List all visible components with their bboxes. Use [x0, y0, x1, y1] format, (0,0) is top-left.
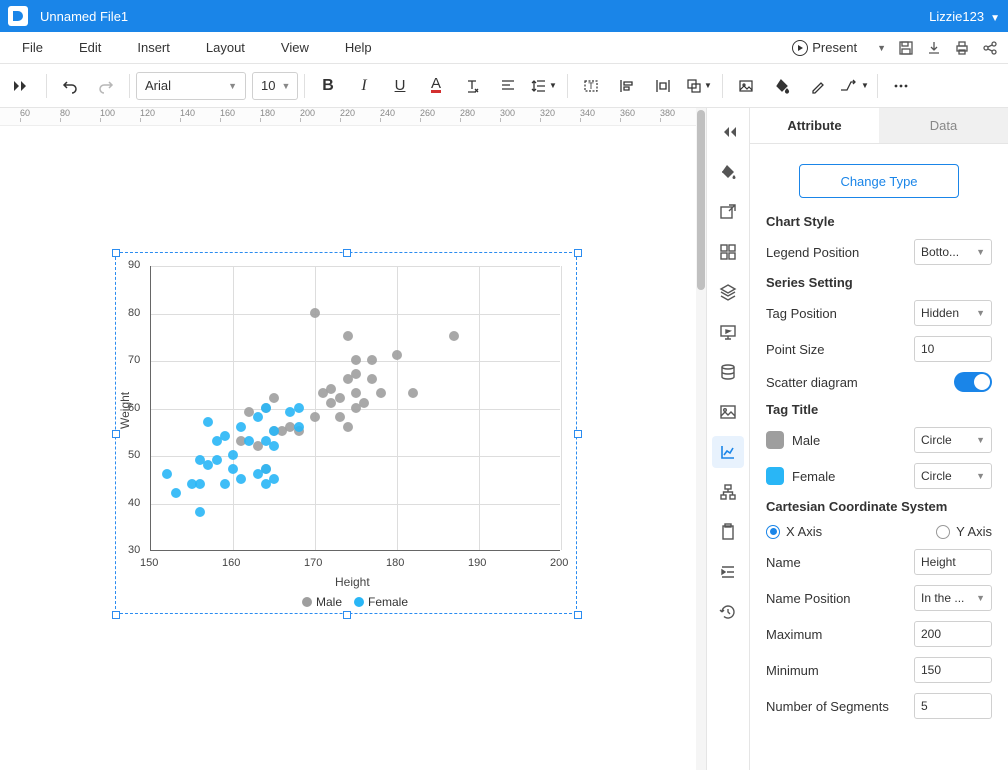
- menu-help[interactable]: Help: [327, 32, 390, 63]
- chart-legend: MaleFemale: [150, 595, 560, 609]
- yaxis-radio[interactable]: Y Axis: [936, 524, 992, 539]
- collapse-icon[interactable]: [712, 116, 744, 148]
- undo-button[interactable]: [53, 69, 87, 103]
- fontcolor-button[interactable]: A: [419, 69, 453, 103]
- ruler-horizontal: 6080100120140160180200220240260280300320…: [0, 108, 706, 126]
- present-dropdown[interactable]: ▼: [865, 43, 892, 53]
- change-type-button[interactable]: Change Type: [799, 164, 959, 198]
- menubar: File Edit Insert Layout View Help Presen…: [0, 32, 1008, 64]
- fontsize-select[interactable]: 10▼: [252, 72, 298, 100]
- scatter-label: Scatter diagram: [766, 375, 954, 390]
- seg-input[interactable]: 5: [914, 693, 992, 719]
- menu-layout[interactable]: Layout: [188, 32, 263, 63]
- lineheight-button[interactable]: ▼: [527, 69, 561, 103]
- side-panel: Attribute Data Change Type Chart Style L…: [750, 108, 1008, 770]
- align-left-button[interactable]: [610, 69, 644, 103]
- redo-button[interactable]: [89, 69, 123, 103]
- image-button[interactable]: [729, 69, 763, 103]
- icon-rail: [706, 108, 750, 770]
- present-button[interactable]: Present: [784, 40, 865, 56]
- print-icon[interactable]: [948, 34, 976, 62]
- distribute-button[interactable]: [646, 69, 680, 103]
- history-panel-icon[interactable]: [712, 596, 744, 628]
- section-coord: Cartesian Coordinate System: [766, 499, 992, 514]
- max-label: Maximum: [766, 627, 914, 642]
- file-title: Unnamed File1: [40, 9, 929, 24]
- section-series-setting: Series Setting: [766, 275, 992, 290]
- axis-name-input[interactable]: Height: [914, 549, 992, 575]
- present-panel-icon[interactable]: [712, 316, 744, 348]
- legend-position-label: Legend Position: [766, 245, 914, 260]
- name-position-label: Name Position: [766, 591, 914, 606]
- connector-button[interactable]: ▼: [837, 69, 871, 103]
- data-panel-icon[interactable]: [712, 356, 744, 388]
- textbox-button[interactable]: T: [574, 69, 608, 103]
- section-chart-style: Chart Style: [766, 214, 992, 229]
- titlebar: Unnamed File1 Lizzie123▼: [0, 0, 1008, 32]
- pen-button[interactable]: [801, 69, 835, 103]
- axis-name-label: Name: [766, 555, 914, 570]
- chart-panel-icon[interactable]: [712, 436, 744, 468]
- export-panel-icon[interactable]: [712, 196, 744, 228]
- menu-file[interactable]: File: [4, 32, 61, 63]
- menu-view[interactable]: View: [263, 32, 327, 63]
- layers-panel-icon[interactable]: [712, 276, 744, 308]
- section-tag-title: Tag Title: [766, 402, 992, 417]
- toolbar: Arial▼ 10▼ B I U A ▼ T ▼ ▼: [0, 64, 1008, 108]
- grid-panel-icon[interactable]: [712, 236, 744, 268]
- indent-panel-icon[interactable]: [712, 556, 744, 588]
- italic-button[interactable]: I: [347, 69, 381, 103]
- menu-insert[interactable]: Insert: [119, 32, 188, 63]
- clipboard-panel-icon[interactable]: [712, 516, 744, 548]
- download-icon[interactable]: [920, 34, 948, 62]
- clearformat-button[interactable]: [455, 69, 489, 103]
- fill-button[interactable]: [765, 69, 799, 103]
- underline-button[interactable]: U: [383, 69, 417, 103]
- group-button[interactable]: ▼: [682, 69, 716, 103]
- align-button[interactable]: [491, 69, 525, 103]
- x-axis-title: Height: [335, 575, 370, 589]
- save-icon[interactable]: [892, 34, 920, 62]
- tab-data[interactable]: Data: [879, 108, 1008, 144]
- font-select[interactable]: Arial▼: [136, 72, 246, 100]
- legend-position-select[interactable]: Botto...▼: [914, 239, 992, 265]
- play-icon: [792, 40, 808, 56]
- tag-position-select[interactable]: Hidden▼: [914, 300, 992, 326]
- tree-panel-icon[interactable]: [712, 476, 744, 508]
- point-size-input[interactable]: 10: [914, 336, 992, 362]
- user-menu[interactable]: Lizzie123▼: [929, 9, 1000, 24]
- min-input[interactable]: 150: [914, 657, 992, 683]
- canvas[interactable]: 6080100120140160180200220240260280300320…: [0, 108, 706, 770]
- bold-button[interactable]: B: [311, 69, 345, 103]
- max-input[interactable]: 200: [914, 621, 992, 647]
- scatter-toggle[interactable]: [954, 372, 992, 392]
- share-icon[interactable]: [976, 34, 1004, 62]
- tag-position-label: Tag Position: [766, 306, 914, 321]
- xaxis-radio[interactable]: X Axis: [766, 524, 822, 539]
- menu-edit[interactable]: Edit: [61, 32, 119, 63]
- expand-icon[interactable]: [6, 69, 40, 103]
- svg-text:T: T: [588, 81, 594, 91]
- image-panel-icon[interactable]: [712, 396, 744, 428]
- scrollbar-vertical[interactable]: [696, 108, 706, 770]
- point-size-label: Point Size: [766, 342, 914, 357]
- fill-panel-icon[interactable]: [712, 156, 744, 188]
- seg-label: Number of Segments: [766, 699, 914, 714]
- min-label: Minimum: [766, 663, 914, 678]
- name-position-select[interactable]: In the ...▼: [914, 585, 992, 611]
- more-icon[interactable]: [884, 69, 918, 103]
- tab-attribute[interactable]: Attribute: [750, 108, 879, 144]
- app-logo[interactable]: [8, 6, 28, 26]
